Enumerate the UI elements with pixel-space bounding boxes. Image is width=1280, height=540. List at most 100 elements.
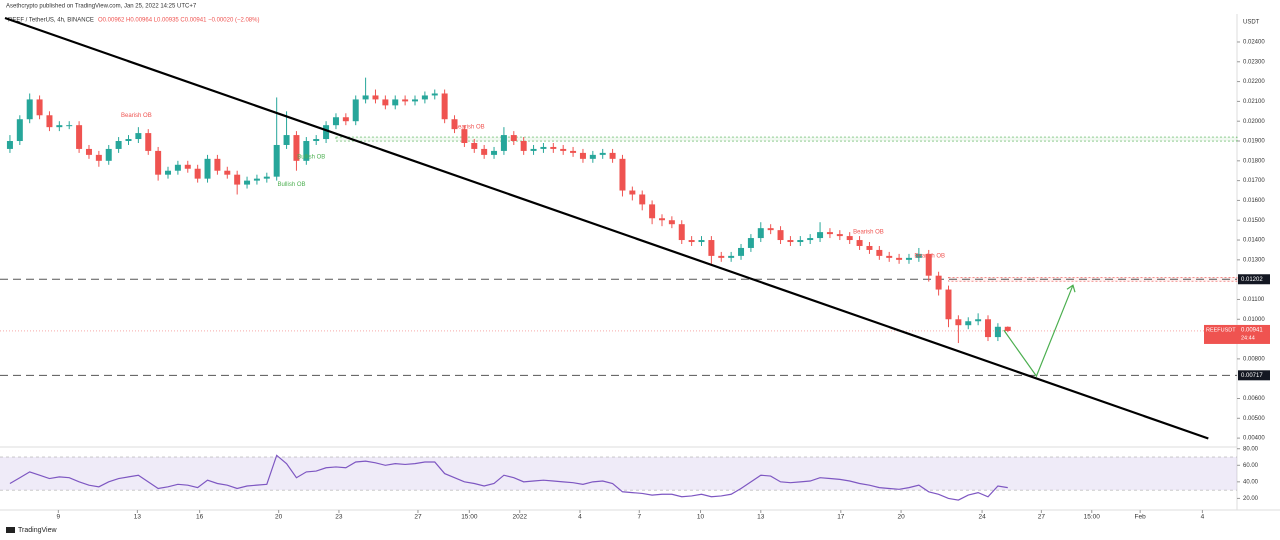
x-tick-label: 13	[757, 514, 765, 521]
candle-body	[886, 255, 893, 258]
candle-body	[392, 99, 399, 106]
y-tick-label: 0.02100	[1243, 99, 1265, 105]
candle-body	[965, 321, 972, 326]
y-tick-label: 0.01400	[1243, 238, 1265, 244]
candle-body	[530, 148, 537, 151]
candle-body	[155, 150, 162, 175]
trendline	[4, 16, 1209, 440]
candle-body	[975, 319, 982, 322]
candle-body	[174, 164, 181, 171]
candle-body	[273, 144, 280, 177]
candle-body	[204, 158, 211, 179]
x-tick-label: 23	[335, 514, 343, 521]
candle-body	[698, 240, 705, 243]
publisher: Asethcrypto published on TradingView.com…	[6, 4, 197, 10]
candle-body	[915, 253, 922, 258]
zone	[335, 136, 1238, 142]
y-tick-label: 0.01500	[1243, 218, 1265, 224]
x-tick-label: 27	[1038, 514, 1046, 521]
candle-body	[85, 148, 92, 155]
rsi-tick-label: 20.00	[1243, 496, 1259, 502]
candle-body	[678, 224, 685, 241]
candle-body	[76, 125, 83, 149]
symbol: REEF / TetherUS, 4h, BINANCE	[8, 18, 94, 24]
candle-body	[16, 119, 23, 142]
y-tick-label: 0.01900	[1243, 139, 1265, 145]
x-tick-label: 15:00	[1084, 514, 1101, 521]
candle-body	[342, 117, 349, 122]
candle-body	[826, 232, 833, 235]
candle-body	[876, 249, 883, 256]
candle-body	[817, 232, 824, 239]
level-badge	[1238, 370, 1270, 381]
candle-body	[46, 115, 53, 128]
candle-body	[945, 289, 952, 320]
candle-body	[95, 154, 102, 161]
x-tick-label: 9	[57, 514, 61, 521]
candle-body	[639, 194, 646, 205]
candle-body	[905, 257, 912, 260]
x-tick-label: Feb	[1135, 514, 1147, 521]
candle-body	[402, 99, 409, 102]
candle-body	[26, 99, 33, 120]
annotation: Bearish OB	[914, 253, 945, 259]
last-price-label: 0.00941	[1241, 328, 1263, 334]
candle-body	[866, 245, 873, 250]
candle-body	[708, 240, 715, 256]
candle-body	[481, 148, 488, 155]
candle-body	[619, 158, 626, 191]
annotation: Bullish OB	[297, 154, 325, 160]
candle-body	[738, 247, 745, 256]
candle-body	[283, 135, 290, 145]
candle-body	[925, 253, 932, 276]
brand: TradingView	[18, 527, 57, 534]
candle-body	[560, 148, 567, 151]
candle-body	[263, 176, 270, 179]
candle-body	[589, 154, 596, 159]
ohlc-text: O0.00962 H0.00964 L0.00935 C0.00941 −0.0…	[98, 18, 259, 24]
candle-body	[994, 326, 1001, 338]
candle-body	[194, 168, 201, 179]
y-tick-label: 0.02400	[1243, 40, 1265, 46]
candle-body	[6, 141, 13, 149]
candle-body	[372, 95, 379, 100]
candle-body	[787, 240, 794, 243]
y-tick-label: 0.01800	[1243, 158, 1265, 164]
annotation: Bearish OB	[454, 125, 485, 131]
y-tick-label: 0.01700	[1243, 178, 1265, 184]
x-tick-label: 27	[414, 514, 422, 521]
x-tick-label: 4	[578, 514, 582, 521]
y-tick-label: 0.00400	[1243, 436, 1265, 442]
x-tick-label: 10	[697, 514, 705, 521]
x-tick-label: 7	[637, 514, 641, 521]
candle-body	[352, 99, 359, 122]
candle-body	[797, 240, 804, 243]
candle-body	[56, 125, 63, 128]
rsi-tick-label: 80.00	[1243, 446, 1259, 452]
candle-body	[234, 174, 241, 185]
y-tick-label: 0.01100	[1243, 297, 1265, 303]
price-unit: USDT	[1243, 20, 1260, 26]
y-tick-label: 0.01300	[1243, 257, 1265, 263]
x-tick-label: 20	[275, 514, 283, 521]
candle-body	[836, 234, 843, 237]
candle-body	[441, 93, 448, 120]
x-tick-label: 16	[196, 514, 204, 521]
last-price-badge	[1204, 324, 1270, 344]
candle-body	[807, 238, 814, 241]
candle-body	[658, 218, 665, 221]
candle-body	[520, 141, 527, 151]
candle-body	[1004, 326, 1011, 331]
x-tick-label: 2022	[512, 514, 527, 521]
candle-body	[856, 240, 863, 246]
y-tick-label: 0.01000	[1243, 317, 1265, 323]
x-tick-label: 20	[897, 514, 905, 521]
candle-body	[461, 129, 468, 143]
candle-body	[500, 135, 507, 151]
rsi-tick-label: 60.00	[1243, 463, 1259, 469]
candle-body	[145, 133, 152, 151]
x-tick-label: 24	[978, 514, 986, 521]
last-symbol: REEFUSDT	[1206, 327, 1236, 333]
annotation: Bearish OB	[853, 230, 884, 236]
